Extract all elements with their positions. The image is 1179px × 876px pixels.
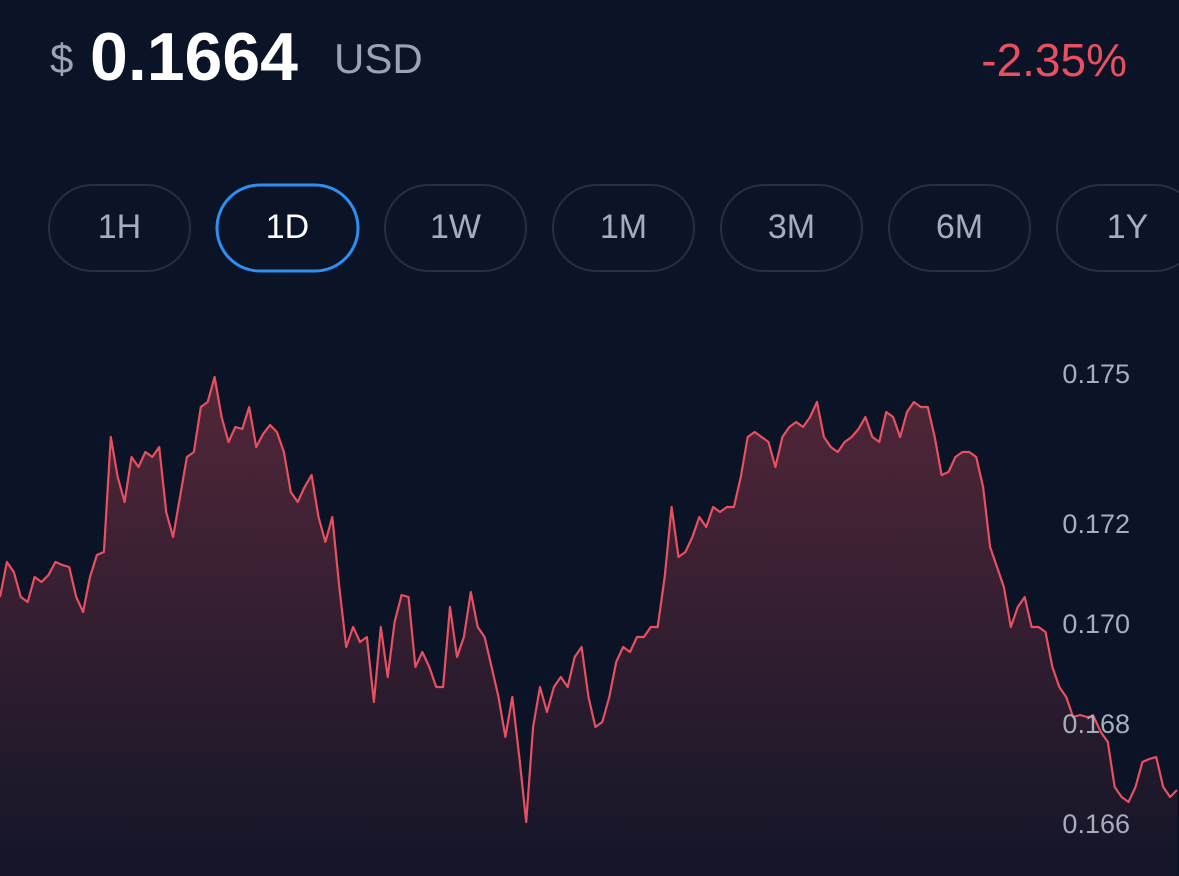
range-button-frame [720,184,863,272]
range-button-frame [552,184,695,272]
range-button-label: 1D [266,208,309,246]
range-button[interactable]: 1D [215,183,360,273]
y-tick-label: 0.172 [1062,509,1130,539]
price-change: -2.35% [981,34,1127,86]
range-button-label: 1Y [1107,208,1149,246]
y-tick-label: 0.168 [1062,709,1130,739]
y-tick-label: 0.175 [1062,359,1130,389]
y-tick-label: 0.170 [1062,609,1130,639]
currency-symbol: $ [50,35,73,82]
range-button-frame [888,184,1031,272]
area-fill [0,377,1177,876]
currency: USD [334,35,423,82]
range-button-frame [48,184,191,272]
range-button[interactable]: 1W [384,184,527,272]
range-button-frame [1056,184,1179,272]
price-line [0,375,1178,824]
range-button-label: 6M [936,208,983,246]
y-tick-label: 0.166 [1062,809,1130,839]
range-button-label: 1M [600,208,647,246]
range-button[interactable]: 1M [552,184,695,272]
range-button-label: 1W [430,208,481,246]
range-button-label: 3M [768,208,815,246]
range-button[interactable]: 6M [888,184,1031,272]
range-button-label: 1H [98,208,141,246]
range-button-frame [215,183,360,273]
range-button[interactable]: 3M [720,184,863,272]
price-chart: 0.166 0.168 0.170 0.172 0.175 [0,359,1178,876]
price: 0.1664 [90,19,298,95]
range-selector: 1H 1D 1W 1M 3M 6M 1Y [48,183,1179,273]
range-button[interactable]: 1H [48,184,191,272]
range-button[interactable]: 1Y [1056,184,1179,272]
range-button-frame [384,184,527,272]
